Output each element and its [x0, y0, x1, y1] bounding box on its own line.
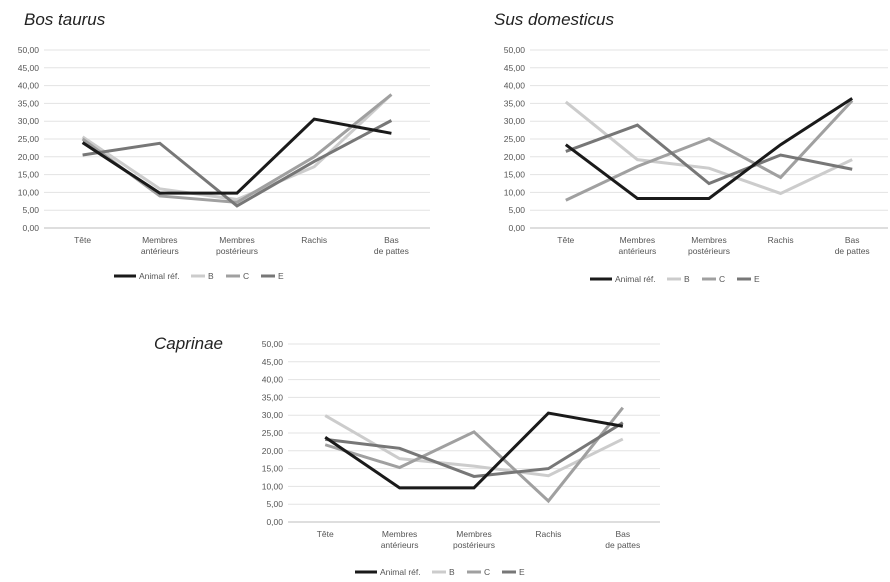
x-category-label: Rachis: [768, 235, 794, 245]
y-tick-label: 40,00: [18, 81, 40, 91]
series-line-b: [564, 100, 853, 196]
legend-label: E: [278, 271, 284, 281]
series-line-animal-ref: [564, 97, 854, 200]
x-category-label: Bas de pattes: [374, 235, 409, 256]
x-category-label: Tête: [557, 235, 574, 245]
series-line-e: [565, 123, 853, 186]
x-category-label: Rachis: [301, 235, 327, 245]
y-tick-label: 30,00: [262, 410, 284, 420]
legend-label: C: [719, 274, 725, 284]
y-tick-label: 45,00: [18, 63, 40, 73]
x-category-label: Membres antérieurs: [381, 529, 419, 550]
series-line-e: [325, 421, 624, 478]
y-tick-label: 40,00: [504, 81, 526, 91]
y-tick-label: 5,00: [508, 205, 525, 215]
y-tick-label: 30,00: [18, 116, 40, 126]
y-tick-label: 5,00: [22, 205, 39, 215]
y-tick-label: 10,00: [18, 187, 40, 197]
y-tick-label: 20,00: [18, 152, 40, 162]
legend-label: E: [754, 274, 760, 284]
legend-label: B: [449, 567, 455, 577]
chart-title-sus-domesticus: Sus domesticus: [494, 10, 614, 29]
x-category-label: Tête: [317, 529, 334, 539]
y-tick-label: 5,00: [266, 499, 283, 509]
legend-label: C: [243, 271, 249, 281]
y-tick-label: 0,00: [266, 517, 283, 527]
y-tick-label: 25,00: [504, 134, 526, 144]
y-tick-label: 20,00: [262, 446, 284, 456]
y-tick-label: 35,00: [504, 98, 526, 108]
y-tick-label: 15,00: [504, 170, 526, 180]
y-tick-label: 0,00: [22, 223, 39, 233]
series-line-animal-ref: [324, 411, 624, 490]
x-category-label: Tête: [74, 235, 91, 245]
y-tick-label: 10,00: [262, 481, 284, 491]
series-line-b: [81, 93, 393, 202]
legend-label: Animal réf.: [139, 271, 180, 281]
y-tick-label: 40,00: [262, 375, 284, 385]
y-tick-label: 30,00: [504, 116, 526, 126]
y-tick-label: 25,00: [18, 134, 40, 144]
series-line-c: [565, 99, 854, 202]
legend-label: E: [519, 567, 525, 577]
y-tick-label: 50,00: [504, 45, 526, 55]
y-tick-label: 50,00: [262, 339, 284, 349]
y-tick-label: 45,00: [504, 63, 526, 73]
x-category-label: Bas de pattes: [605, 529, 640, 550]
series-line-e: [82, 119, 393, 208]
y-tick-label: 15,00: [262, 464, 284, 474]
y-tick-label: 15,00: [18, 170, 40, 180]
x-category-label: Membres antérieurs: [618, 235, 656, 256]
x-category-label: Membres antérieurs: [141, 235, 179, 256]
y-tick-label: 35,00: [18, 98, 40, 108]
x-category-label: Membres postérieurs: [688, 235, 730, 256]
y-tick-label: 50,00: [18, 45, 40, 55]
y-tick-label: 0,00: [508, 223, 525, 233]
series-line-c: [324, 406, 624, 504]
legend-label: Animal réf.: [615, 274, 656, 284]
y-tick-label: 45,00: [262, 357, 284, 367]
legend-label: B: [208, 271, 214, 281]
y-tick-label: 35,00: [262, 392, 284, 402]
legend-label: C: [484, 567, 490, 577]
x-category-label: Rachis: [535, 529, 561, 539]
chart-title-caprinae: Caprinae: [154, 334, 223, 353]
y-tick-label: 10,00: [504, 187, 526, 197]
legend-label: B: [684, 274, 690, 284]
series-line-animal-ref: [81, 117, 392, 195]
chart-title-bos-taurus: Bos taurus: [24, 10, 106, 29]
legend-label: Animal réf.: [380, 567, 421, 577]
x-category-label: Membres postérieurs: [216, 235, 258, 256]
y-tick-label: 25,00: [262, 428, 284, 438]
x-category-label: Membres postérieurs: [453, 529, 495, 550]
y-tick-label: 20,00: [504, 152, 526, 162]
x-category-label: Bas de pattes: [835, 235, 870, 256]
